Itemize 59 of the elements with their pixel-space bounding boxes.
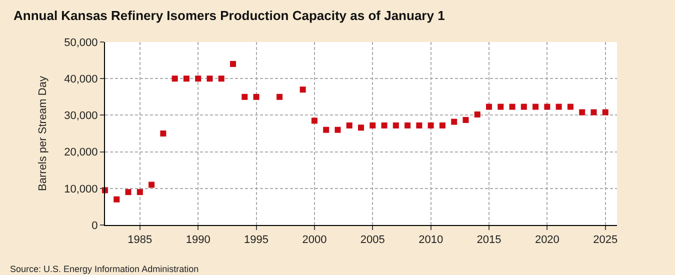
x-tick-label: 1990 <box>186 234 210 246</box>
point <box>544 104 550 110</box>
point <box>509 104 516 110</box>
point <box>498 104 504 110</box>
y-tick-label: 10,000 <box>64 183 98 196</box>
x-tick-label: 2000 <box>302 234 327 246</box>
point <box>230 60 236 67</box>
point <box>358 124 364 131</box>
point <box>242 94 248 100</box>
point <box>532 104 539 110</box>
point <box>567 104 574 110</box>
point <box>323 126 330 133</box>
point <box>556 104 562 110</box>
point <box>114 196 120 202</box>
point <box>160 130 166 136</box>
x-tick-label: 1985 <box>128 234 152 246</box>
point <box>370 122 376 128</box>
point <box>590 109 597 116</box>
point <box>404 122 411 128</box>
point <box>462 116 469 123</box>
point <box>311 118 318 124</box>
point <box>439 122 446 128</box>
point <box>579 109 586 116</box>
x-tick-label: 2010 <box>418 234 444 246</box>
point <box>334 126 341 133</box>
y-tick-label: 0 <box>92 220 98 232</box>
x-tick-label: 2020 <box>534 234 560 246</box>
point <box>136 189 143 196</box>
chart-title: Annual Kansas Refinery Isomers Production Capacity as of January 1 <box>14 8 445 24</box>
point <box>253 94 260 100</box>
point <box>381 122 388 128</box>
x-tick-label: 1995 <box>244 234 269 246</box>
point <box>125 189 132 196</box>
point <box>451 118 458 125</box>
y-tick-label: 40,000 <box>64 73 98 86</box>
point <box>474 111 480 118</box>
point <box>195 76 202 82</box>
point <box>172 76 178 82</box>
y-tick-label: 50,000 <box>64 36 98 49</box>
y-tick-label: 30,000 <box>64 110 98 122</box>
y-tick-label: 20,000 <box>64 146 98 159</box>
point <box>276 94 283 100</box>
point <box>346 122 352 128</box>
point <box>148 182 155 188</box>
point <box>520 104 527 110</box>
point <box>428 122 434 128</box>
point <box>602 109 608 116</box>
point <box>486 104 492 110</box>
x-tick-label: 2005 <box>360 234 385 246</box>
point <box>206 76 213 82</box>
point <box>300 86 306 93</box>
source-note: Source: U.S. Energy Information Administration <box>10 264 199 274</box>
point <box>183 76 190 82</box>
point <box>218 76 224 82</box>
point <box>392 122 399 128</box>
point <box>416 122 422 128</box>
x-tick-label: 2015 <box>476 234 502 246</box>
x-tick-label: 2025 <box>593 234 618 246</box>
y-axis-title: Barrels per Stream Day <box>36 76 49 191</box>
